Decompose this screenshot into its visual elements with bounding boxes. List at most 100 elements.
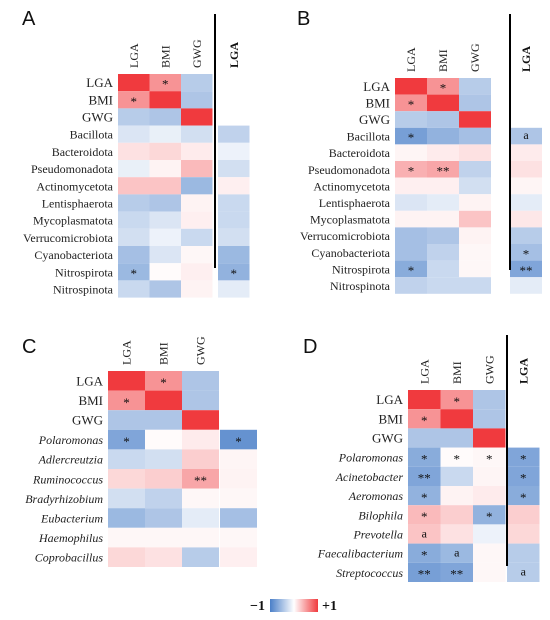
heatmap-cell bbox=[507, 466, 540, 486]
column-label: GWG bbox=[482, 355, 496, 384]
heatmap-cell bbox=[149, 211, 181, 229]
heatmap-cell bbox=[395, 144, 427, 161]
heatmap-cell bbox=[118, 125, 150, 143]
significance-mark: * bbox=[421, 548, 428, 563]
color-scale-min-label: −1 bbox=[250, 599, 265, 614]
heatmap-cell bbox=[218, 177, 250, 195]
heatmap-cell bbox=[118, 194, 150, 212]
heatmap-cell bbox=[395, 177, 427, 195]
heatmap-cell bbox=[459, 127, 491, 145]
heatmap-cell bbox=[427, 111, 459, 128]
heatmap-cell bbox=[181, 194, 213, 212]
heatmap-cell bbox=[408, 486, 441, 506]
heatmap-cell bbox=[395, 127, 427, 145]
row-label: Prevotella bbox=[352, 528, 403, 542]
heatmap-cell bbox=[182, 410, 219, 430]
significance-mark: ** bbox=[418, 567, 431, 582]
heatmap-cell bbox=[395, 94, 427, 112]
row-label: LGA bbox=[86, 75, 113, 90]
heatmap-cell bbox=[149, 194, 181, 212]
column-label: GWG bbox=[190, 39, 204, 68]
significance-mark: * bbox=[408, 163, 415, 178]
heatmap-cell bbox=[510, 210, 542, 228]
heatmap-cell bbox=[182, 488, 219, 509]
column-label: LGA bbox=[404, 47, 418, 72]
row-label: LGA bbox=[76, 373, 103, 388]
heatmap-cell bbox=[440, 447, 473, 467]
heatmap-cell bbox=[408, 428, 441, 448]
row-label: Actinomycetota bbox=[36, 179, 113, 193]
heatmap-cell bbox=[218, 280, 250, 298]
heatmap-cell bbox=[149, 263, 181, 281]
heatmap-cell bbox=[440, 505, 473, 525]
significance-mark: * bbox=[123, 395, 130, 410]
heatmap-cell bbox=[427, 277, 459, 294]
row-label: Haemophilus bbox=[38, 531, 103, 545]
significance-mark: a bbox=[422, 526, 428, 540]
heatmap-cell bbox=[395, 111, 427, 128]
significance-mark: * bbox=[131, 266, 138, 281]
significance-mark: ** bbox=[194, 473, 207, 488]
heatmap-cell bbox=[182, 449, 219, 469]
row-label: Bacteroidota bbox=[52, 145, 114, 159]
row-label: GWG bbox=[72, 413, 103, 428]
row-label: Bradyrhizobium bbox=[25, 492, 103, 506]
significance-mark: ** bbox=[450, 567, 463, 582]
heatmap-cell bbox=[145, 527, 182, 548]
row-label: LGA bbox=[376, 392, 403, 407]
heatmap-cell bbox=[507, 447, 540, 467]
extra-column-label: LGA bbox=[516, 358, 530, 384]
row-label: Faecalibacterium bbox=[317, 547, 404, 561]
heatmap-cell bbox=[149, 177, 181, 195]
significance-mark: a bbox=[523, 128, 529, 142]
heatmap-cell bbox=[510, 227, 542, 244]
heatmap-cell bbox=[108, 527, 145, 548]
heatmap-cell bbox=[108, 508, 145, 528]
heatmap-cell bbox=[118, 263, 150, 281]
column-label: BMI bbox=[157, 342, 171, 365]
heatmap-cell bbox=[459, 111, 491, 128]
heatmap-cell bbox=[182, 527, 219, 548]
row-label: Lentisphaerota bbox=[319, 196, 391, 210]
heatmap-cell bbox=[182, 469, 219, 489]
heatmap-cell bbox=[408, 466, 441, 486]
heatmap-cell bbox=[408, 562, 441, 582]
row-label: Coprobacillus bbox=[35, 551, 104, 565]
heatmap-cell bbox=[181, 91, 213, 109]
heatmap-cell bbox=[395, 277, 427, 294]
heatmap-cell bbox=[181, 108, 213, 126]
heatmap-cell bbox=[459, 78, 491, 95]
heatmap-cell bbox=[108, 469, 145, 489]
column-label: BMI bbox=[158, 45, 172, 68]
row-label: Aeromonas bbox=[348, 489, 404, 503]
heatmap-cell bbox=[459, 244, 491, 261]
heatmap-cell bbox=[427, 244, 459, 261]
heatmap-cell bbox=[395, 244, 427, 261]
row-label: Nitrospinota bbox=[330, 279, 391, 293]
heatmap-cell bbox=[220, 508, 257, 528]
heatmap-cell bbox=[118, 211, 150, 229]
row-label: Eubacterium bbox=[40, 512, 103, 526]
heatmap-cell bbox=[395, 161, 427, 178]
row-label: Polaromonas bbox=[338, 451, 404, 465]
panel-letter: C bbox=[22, 336, 36, 358]
heatmap-cell bbox=[408, 409, 441, 429]
heatmap-cell bbox=[220, 469, 257, 489]
heatmap-cell bbox=[440, 543, 473, 563]
row-label: Streptococcus bbox=[336, 566, 403, 580]
significance-mark: * bbox=[162, 77, 169, 92]
column-label: GWG bbox=[468, 43, 482, 72]
heatmap-cell bbox=[118, 280, 150, 298]
heatmap-cell bbox=[507, 543, 540, 563]
heatmap-cell bbox=[510, 194, 542, 211]
heatmap-cell bbox=[510, 161, 542, 178]
significance-mark: ** bbox=[520, 263, 533, 278]
heatmap-cell bbox=[118, 74, 150, 92]
heatmap-cell bbox=[118, 246, 150, 264]
heatmap-cell bbox=[510, 244, 542, 261]
extra-column-label: LGA bbox=[227, 42, 241, 68]
significance-mark: * bbox=[520, 490, 527, 505]
heatmap-cell bbox=[408, 505, 441, 525]
heatmap-cell bbox=[459, 277, 491, 294]
